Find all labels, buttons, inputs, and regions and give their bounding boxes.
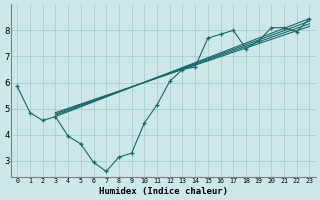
X-axis label: Humidex (Indice chaleur): Humidex (Indice chaleur) bbox=[99, 187, 228, 196]
